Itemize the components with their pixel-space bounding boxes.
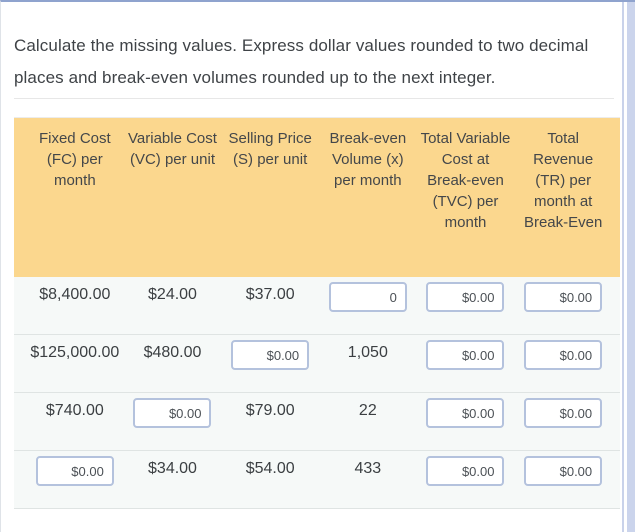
cell-variable-cost	[124, 393, 222, 450]
breakeven-volume-input[interactable]	[328, 282, 407, 312]
total-revenue-input[interactable]	[524, 456, 603, 486]
cell-total-revenue	[514, 393, 612, 450]
table-header-row: Fixed Cost (FC) per month Variable Cost …	[14, 117, 620, 277]
col-header-total-revenue: Total Revenue (TR) per month at Break-Ev…	[523, 130, 603, 231]
col-header-variable-cost: Variable Cost (VC) per unit	[128, 130, 217, 168]
cell-tvc	[417, 393, 515, 450]
panel-edge-line	[622, 2, 624, 532]
cell-breakeven-volume	[319, 277, 417, 334]
scrollbar[interactable]	[627, 2, 635, 532]
cell-fixed-cost: $125,000.00	[30, 344, 120, 361]
tvc-input[interactable]	[426, 398, 505, 428]
cell-breakeven-volume: 22	[358, 402, 377, 419]
tvc-input[interactable]	[426, 282, 505, 312]
col-header-tvc: Total Variable Cost at Break-even (TVC) …	[420, 130, 511, 231]
cell-selling-price: $79.00	[245, 402, 295, 419]
tvc-input[interactable]	[426, 456, 505, 486]
cell-fixed-cost: $740.00	[45, 402, 104, 419]
divider	[14, 98, 614, 99]
col-header-selling-price: Selling Price (S) per unit	[228, 130, 312, 168]
quiz-content: Calculate the missing values. Express do…	[1, 2, 635, 509]
table-row: $125,000.00 $480.00 1,050	[14, 335, 620, 393]
cell-fixed-cost: $8,400.00	[39, 286, 111, 303]
fixed-cost-input[interactable]	[35, 456, 114, 486]
cell-selling-price: $54.00	[245, 460, 295, 477]
table-row: $34.00 $54.00 433	[14, 451, 620, 509]
cell-fixed-cost	[26, 451, 124, 508]
cell-selling-price: $37.00	[245, 286, 295, 303]
selling-price-input[interactable]	[231, 340, 310, 370]
total-revenue-input[interactable]	[524, 282, 603, 312]
cell-variable-cost: $24.00	[148, 286, 197, 303]
breakeven-table: Fixed Cost (FC) per month Variable Cost …	[14, 117, 620, 509]
col-header-breakeven-volume: Break-even Volume (x) per month	[329, 130, 407, 189]
cell-variable-cost: $34.00	[148, 460, 197, 477]
cell-tvc	[417, 451, 515, 508]
cell-total-revenue	[514, 335, 612, 392]
total-revenue-input[interactable]	[524, 340, 603, 370]
instructions-text: Calculate the missing values. Express do…	[14, 36, 589, 87]
cell-total-revenue	[514, 277, 612, 334]
cell-total-revenue	[514, 451, 612, 508]
table-row: $8,400.00 $24.00 $37.00	[14, 277, 620, 335]
cell-variable-cost: $480.00	[143, 344, 202, 361]
tvc-input[interactable]	[426, 340, 505, 370]
cell-tvc	[417, 335, 515, 392]
cell-selling-price	[221, 335, 319, 392]
cell-breakeven-volume: 433	[354, 460, 382, 477]
cell-tvc	[417, 277, 515, 334]
variable-cost-input[interactable]	[133, 398, 212, 428]
col-header-fixed-cost: Fixed Cost (FC) per month	[38, 130, 111, 189]
table-row: $740.00 $79.00 22	[14, 393, 620, 451]
total-revenue-input[interactable]	[524, 398, 603, 428]
cell-breakeven-volume: 1,050	[347, 344, 388, 361]
